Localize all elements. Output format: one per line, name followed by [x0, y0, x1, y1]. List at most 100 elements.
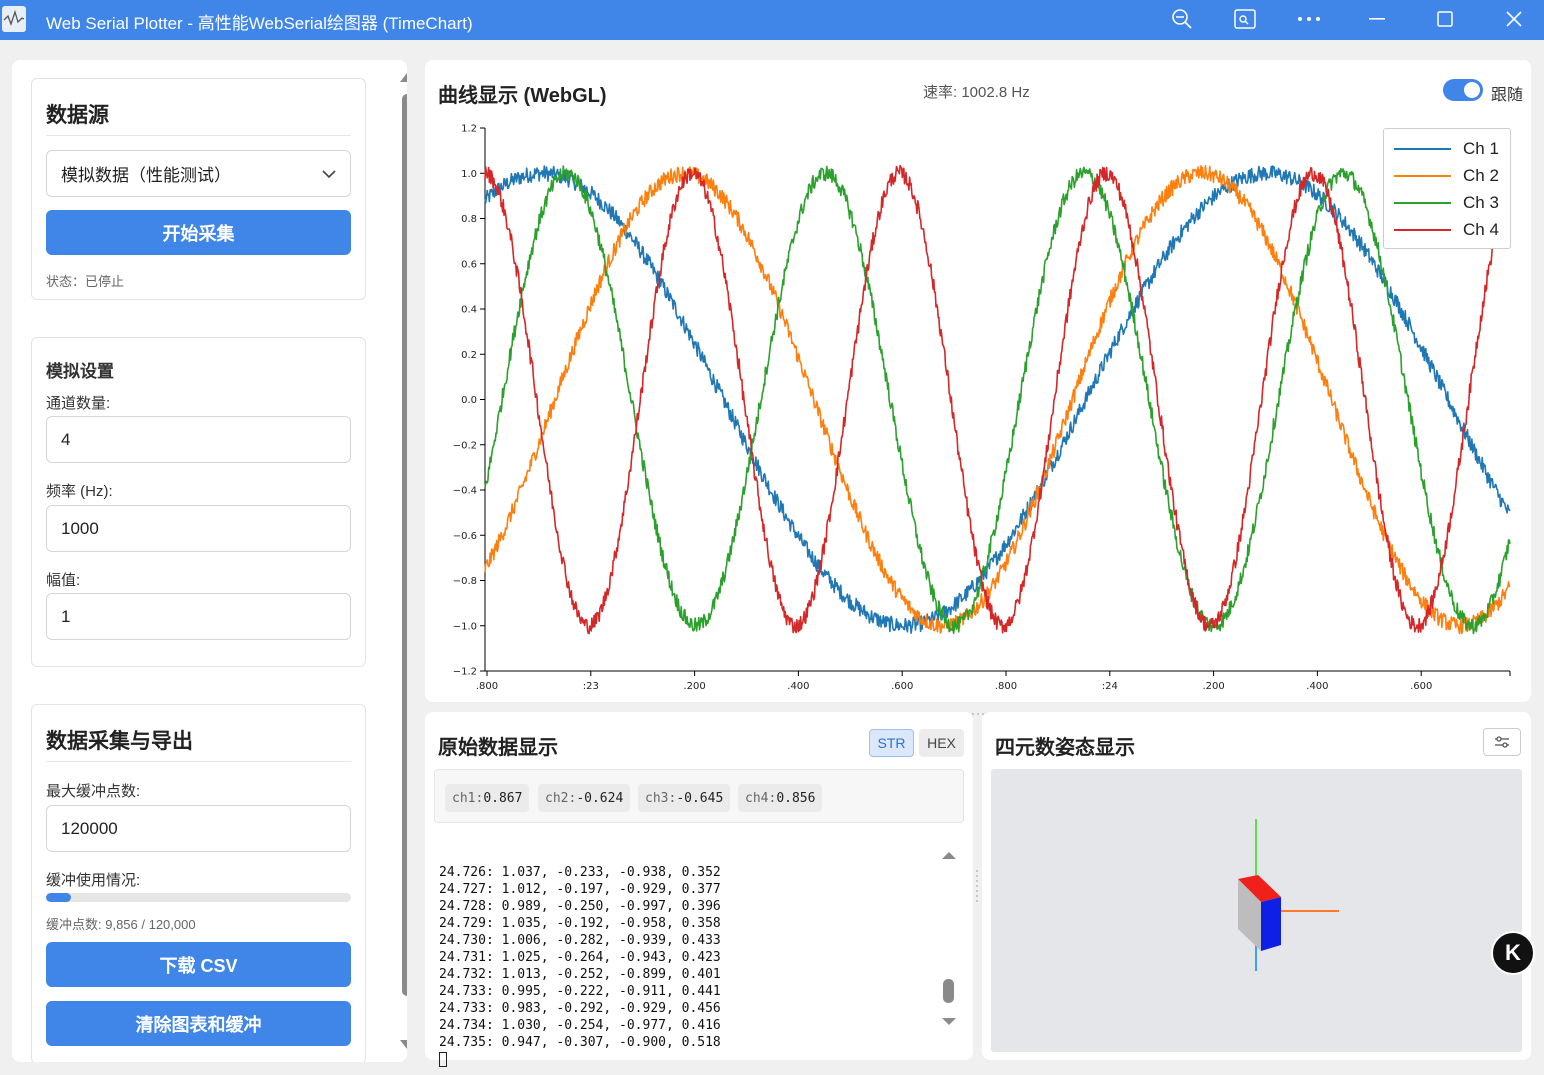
chart-panel-title: 曲线显示 (WebGL): [438, 85, 607, 107]
horizontal-splitter[interactable]: [960, 704, 996, 715]
frequency-input[interactable]: 1000: [46, 505, 351, 552]
chip-key: ch3:: [645, 790, 677, 806]
sample-rate-text: 速率: 1002.8 Hz: [923, 84, 1030, 101]
log-line: 24.732: 1.013, -0.252, -0.899, 0.401: [439, 967, 721, 982]
log-line: 24.735: 0.947, -0.307, -0.900, 0.518: [439, 1035, 721, 1050]
chip-key: ch1:: [452, 790, 484, 806]
legend-label-ch3: Ch 3: [1463, 193, 1499, 212]
legend-swatch-ch2: [1394, 175, 1451, 177]
more-icon[interactable]: [1289, 4, 1329, 34]
amplitude-input[interactable]: 1: [46, 593, 351, 640]
data-source-card: 数据源 模拟数据（性能测试） 开始采集 状态：已停止: [31, 78, 366, 300]
str-mode-button[interactable]: STR: [869, 729, 914, 757]
chart-legend: Ch 1 Ch 2 Ch 3 Ch 4: [1383, 128, 1511, 249]
log-line: 24.729: 1.035, -0.192, -0.958, 0.358: [439, 916, 721, 931]
scroll-down-arrow: [400, 1040, 407, 1049]
y-tick-label: 0.0: [461, 395, 477, 406]
buffer-usage-label: 缓冲使用情况:: [46, 872, 141, 889]
y-tick-label: 0.4: [461, 305, 477, 316]
data-source-heading: 数据源: [46, 104, 109, 127]
x-tick-label: .800: [476, 681, 498, 692]
raw-data-log[interactable]: 24.726: 1.037, -0.233, -0.938, 0.352 24.7…: [439, 847, 721, 1075]
y-tick-label: 0.6: [461, 259, 477, 270]
export-card: 数据采集与导出 最大缓冲点数: 120000 缓冲使用情况: 缓冲点数: 9,8…: [31, 704, 366, 1062]
vertical-splitter[interactable]: [974, 868, 980, 904]
buffer-progress-fill: [46, 893, 71, 902]
text-cursor: [439, 1052, 447, 1067]
app-icon: [2, 6, 26, 32]
chip-key: ch4:: [745, 790, 777, 806]
series-line-ch3: [484, 165, 1511, 635]
y-tick-label: 0.8: [461, 214, 477, 225]
channels-label: 通道数量:: [46, 395, 111, 412]
channels-input[interactable]: 4: [46, 416, 351, 463]
x-tick-label: :23: [583, 681, 599, 692]
x-tick-label: .400: [787, 681, 809, 692]
channel-values-bar: ch1: 0.867 ch2: -0.624 ch3: -0.645 ch4: 0.85…: [434, 769, 964, 823]
log-line: 24.727: 1.012, -0.197, -0.929, 0.377: [439, 882, 721, 897]
attitude-3d-view[interactable]: [991, 769, 1522, 1052]
frequency-label: 频率 (Hz):: [46, 483, 113, 500]
legend-swatch-ch1: [1394, 148, 1451, 150]
chart-panel: 曲线显示 (WebGL) 速率: 1002.8 Hz 跟随 1.2 1.0 0.8 0…: [425, 60, 1531, 702]
clear-chart-button[interactable]: 清除图表和缓冲: [46, 1001, 351, 1046]
raw-data-panel: 原始数据显示 STR HEX ch1: 0.867 ch2: -0.624 ch3:…: [425, 712, 973, 1067]
log-line: 24.730: 1.006, -0.282, -0.939, 0.433: [439, 933, 721, 948]
channel-chip: ch3: -0.645: [638, 784, 731, 812]
amplitude-label: 幅值:: [46, 572, 81, 589]
start-capture-button[interactable]: 开始采集: [46, 210, 351, 255]
sidebar-scrollbar[interactable]: [398, 70, 407, 1060]
log-line: 24.733: 0.983, -0.292, -0.929, 0.456: [439, 1001, 721, 1016]
minimize-icon[interactable]: [1357, 4, 1397, 34]
channel-chip: ch1: 0.867: [445, 784, 530, 812]
y-tick-label: −0.4: [453, 486, 477, 497]
scroll-up-arrow: [400, 73, 407, 82]
x-tick-label: .600: [891, 681, 913, 692]
divider: [46, 761, 351, 762]
log-line: 24.726: 1.037, -0.233, -0.938, 0.352: [439, 865, 721, 880]
legend-label-ch4: Ch 4: [1463, 220, 1499, 239]
series-line-ch1: [484, 165, 1511, 634]
series-line-ch2: [484, 165, 1511, 635]
channel-chip: ch4: 0.856: [738, 784, 823, 812]
download-csv-button[interactable]: 下载 CSV: [46, 942, 351, 987]
chip-key: ch2:: [545, 790, 577, 806]
hex-mode-button[interactable]: HEX: [919, 729, 964, 757]
zoom-icon[interactable]: [1162, 4, 1202, 34]
close-icon[interactable]: [1494, 4, 1534, 34]
x-tick-label: .600: [1410, 681, 1432, 692]
sliders-icon[interactable]: [1483, 728, 1521, 756]
x-tick-label: .400: [1306, 681, 1328, 692]
y-tick-label: −0.6: [453, 531, 477, 542]
y-tick-label: 0.2: [461, 350, 477, 361]
sidebar: 数据源 模拟数据（性能测试） 开始采集 状态：已停止 模拟设置 通道数量: 4 …: [12, 60, 407, 1062]
screenshot-icon[interactable]: [1225, 4, 1265, 34]
follow-toggle[interactable]: [1443, 79, 1483, 101]
buffer-progress-bar: [46, 893, 351, 902]
quaternion-panel: 四元数姿态显示 K: [982, 712, 1535, 1060]
data-source-selected: 模拟数据（性能测试）: [61, 166, 231, 185]
simulation-heading: 模拟设置: [46, 362, 114, 381]
log-line: 24.728: 0.989, -0.250, -0.997, 0.396: [439, 899, 721, 914]
quaternion-title: 四元数姿态显示: [995, 737, 1135, 759]
chip-value: 0.856: [776, 790, 816, 806]
max-buffer-input[interactable]: 120000: [46, 805, 351, 852]
assistant-bubble-icon[interactable]: K: [1491, 931, 1535, 975]
y-tick-label: −1.2: [453, 667, 477, 678]
line-chart[interactable]: 1.2 1.0 0.8 0.6 0.4 0.2 0.0 −0.2 −0.4 −0.6 −0.8 −1.…: [425, 60, 1531, 702]
window-title: Web Serial Plotter - 高性能WebSerial绘图器 (Ti…: [46, 14, 473, 33]
log-line: 24.733: 0.995, -0.222, -0.911, 0.441: [439, 984, 721, 999]
buffer-count-text: 缓冲点数: 9,856 / 120,000: [46, 917, 196, 932]
maximize-icon[interactable]: [1425, 4, 1465, 34]
channel-chip: ch2: -0.624: [538, 784, 631, 812]
data-source-select[interactable]: 模拟数据（性能测试）: [46, 150, 351, 197]
y-tick-label: −0.2: [453, 440, 477, 451]
y-tick-label: −1.0: [453, 621, 477, 632]
raw-data-scrollbar[interactable]: [937, 847, 961, 1037]
legend-label-ch2: Ch 2: [1463, 166, 1499, 185]
window-titlebar: Web Serial Plotter - 高性能WebSerial绘图器 (Ti…: [0, 0, 1544, 40]
legend-swatch-ch4: [1394, 229, 1451, 231]
legend-swatch-ch3: [1394, 202, 1451, 204]
follow-label: 跟随: [1491, 87, 1524, 104]
raw-data-title: 原始数据显示: [438, 737, 558, 759]
